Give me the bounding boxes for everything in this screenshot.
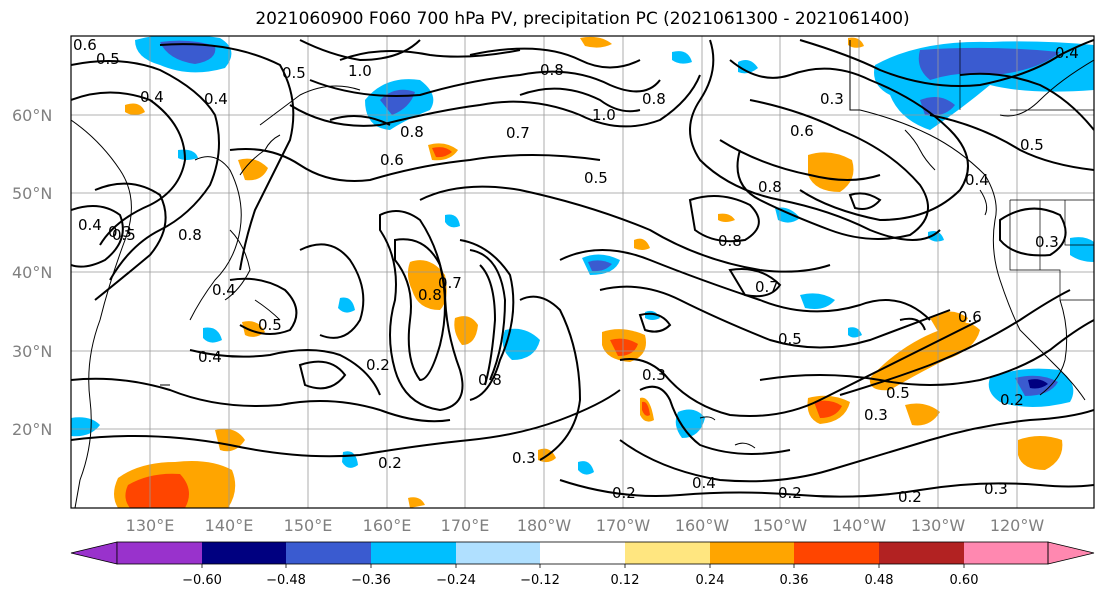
contour-label: 0.5 <box>584 169 608 187</box>
colorbar-tick: 0.48 <box>865 573 894 588</box>
contour-label: 0.6 <box>790 122 814 140</box>
colorbar-tick: 0.36 <box>780 573 809 588</box>
contour-label: 0.4 <box>78 216 102 234</box>
lat-tick: 50°N <box>12 184 52 203</box>
lon-tick: 120°W <box>990 516 1045 535</box>
contour-label: 0.5 <box>96 50 120 68</box>
contour-label: 0.3 <box>1035 233 1059 251</box>
lat-tick: 40°N <box>12 263 52 282</box>
contour-label: 0.8 <box>478 371 502 389</box>
coastlines <box>71 40 1094 508</box>
colorbar-tick: 0.12 <box>611 573 640 588</box>
contour-label: 0.4 <box>198 348 222 366</box>
contour-label: 0.2 <box>1000 391 1024 409</box>
lat-tick: 20°N <box>12 420 52 439</box>
lon-tick: 130°E <box>126 516 175 535</box>
contour-label: 0.4 <box>965 171 989 189</box>
contour-label: 0.5 <box>112 226 136 244</box>
colorbar-segment <box>964 542 1048 564</box>
lon-tick: 130°W <box>911 516 966 535</box>
contour-label: 0.2 <box>898 488 922 506</box>
colorbar-segment <box>710 542 794 564</box>
contour-label: 0.4 <box>140 88 164 106</box>
colorbar-segment <box>540 542 625 564</box>
lon-tick: 140°E <box>205 516 254 535</box>
lon-tick: 180°W <box>517 516 572 535</box>
colorbar-tick: 0.60 <box>950 573 979 588</box>
lat-tick: 60°N <box>12 106 52 125</box>
contour-label: 0.4 <box>692 474 716 492</box>
lon-tick: 160°W <box>675 516 730 535</box>
colorbar-segment <box>202 542 286 564</box>
colorbar-segment <box>794 542 879 564</box>
contour-label: 0.3 <box>820 90 844 108</box>
contour-label: 0.7 <box>755 278 779 296</box>
contour-label: 0.2 <box>378 454 402 472</box>
contour-label: 0.7 <box>506 124 530 142</box>
colorbar-segment <box>286 542 371 564</box>
contour-label: 0.6 <box>380 151 404 169</box>
contour-label: 0.2 <box>612 484 636 502</box>
contour-label: 0.2 <box>366 356 390 374</box>
pv-contours <box>71 39 1094 498</box>
graticule <box>71 36 1094 508</box>
colorbar-tick: −0.36 <box>351 573 391 588</box>
colorbar-extend-min <box>70 541 118 565</box>
colorbar-tick: 0.24 <box>696 573 725 588</box>
contour-label: 0.6 <box>958 308 982 326</box>
colorbar-tick: −0.60 <box>182 573 222 588</box>
colorbar-segment <box>371 542 456 564</box>
contour-label: 0.4 <box>212 281 236 299</box>
colorbar-extend-max <box>1047 541 1095 565</box>
contour-labels: 0.6 0.5 0.4 0.4 0.5 1.0 0.8 1.0 0.8 0.7 … <box>73 36 1079 506</box>
contour-label: 0.8 <box>400 123 424 141</box>
lon-tick: 150°E <box>284 516 333 535</box>
lon-tick: 170°E <box>441 516 490 535</box>
contour-label: 0.5 <box>886 384 910 402</box>
colorbar: −0.60 −0.48 −0.36 −0.24 −0.12 0.12 0.24 … <box>70 541 1095 588</box>
lon-tick: 150°W <box>753 516 808 535</box>
contour-label: 0.3 <box>642 366 666 384</box>
colorbar-tick: −0.24 <box>436 573 476 588</box>
lon-tick: 170°W <box>596 516 651 535</box>
page-title: 2021060900 F060 700 hPa PV, precipitatio… <box>255 9 910 29</box>
contour-label: 0.2 <box>778 484 802 502</box>
contour-label: 0.3 <box>984 480 1008 498</box>
colorbar-segment <box>625 542 710 564</box>
map-frame <box>70 35 1095 509</box>
colorbar-tick: −0.12 <box>520 573 560 588</box>
contour-label: 0.8 <box>642 90 666 108</box>
contour-label: 0.5 <box>1020 136 1044 154</box>
lon-tick: 140°W <box>832 516 887 535</box>
contour-label: 0.8 <box>758 178 782 196</box>
contour-label: 1.0 <box>592 106 616 124</box>
contour-label: 0.4 <box>1055 44 1079 62</box>
colorbar-tick: −0.48 <box>266 573 306 588</box>
contour-label: 0.7 <box>438 274 462 292</box>
contour-label: 0.3 <box>512 449 536 467</box>
contour-label: 0.5 <box>778 330 802 348</box>
contour-label: 1.0 <box>348 62 372 80</box>
contour-label: 0.3 <box>108 223 132 241</box>
colorbar-segment <box>117 542 202 564</box>
colorbar-segment <box>456 542 540 564</box>
contour-label: 0.4 <box>204 90 228 108</box>
contour-label: 0.6 <box>73 36 97 54</box>
contour-label: 0.8 <box>718 232 742 250</box>
lon-labels: 130°E 140°E 150°E 160°E 170°E 180°W 170°… <box>126 516 1045 535</box>
contour-label: 0.8 <box>540 61 564 79</box>
contour-label: 0.8 <box>178 226 202 244</box>
lat-labels: 60°N 50°N 40°N 30°N 20°N <box>12 106 52 439</box>
contour-label: 0.5 <box>282 64 306 82</box>
lon-tick: 160°E <box>363 516 412 535</box>
lat-tick: 30°N <box>12 342 52 361</box>
contour-label: 0.5 <box>258 316 282 334</box>
contour-label: 0.8 <box>418 286 442 304</box>
contour-label: 0.3 <box>864 406 888 424</box>
colorbar-segment <box>879 542 964 564</box>
map-content: 0.6 0.5 0.4 0.4 0.5 1.0 0.8 1.0 0.8 0.7 … <box>71 36 1094 508</box>
